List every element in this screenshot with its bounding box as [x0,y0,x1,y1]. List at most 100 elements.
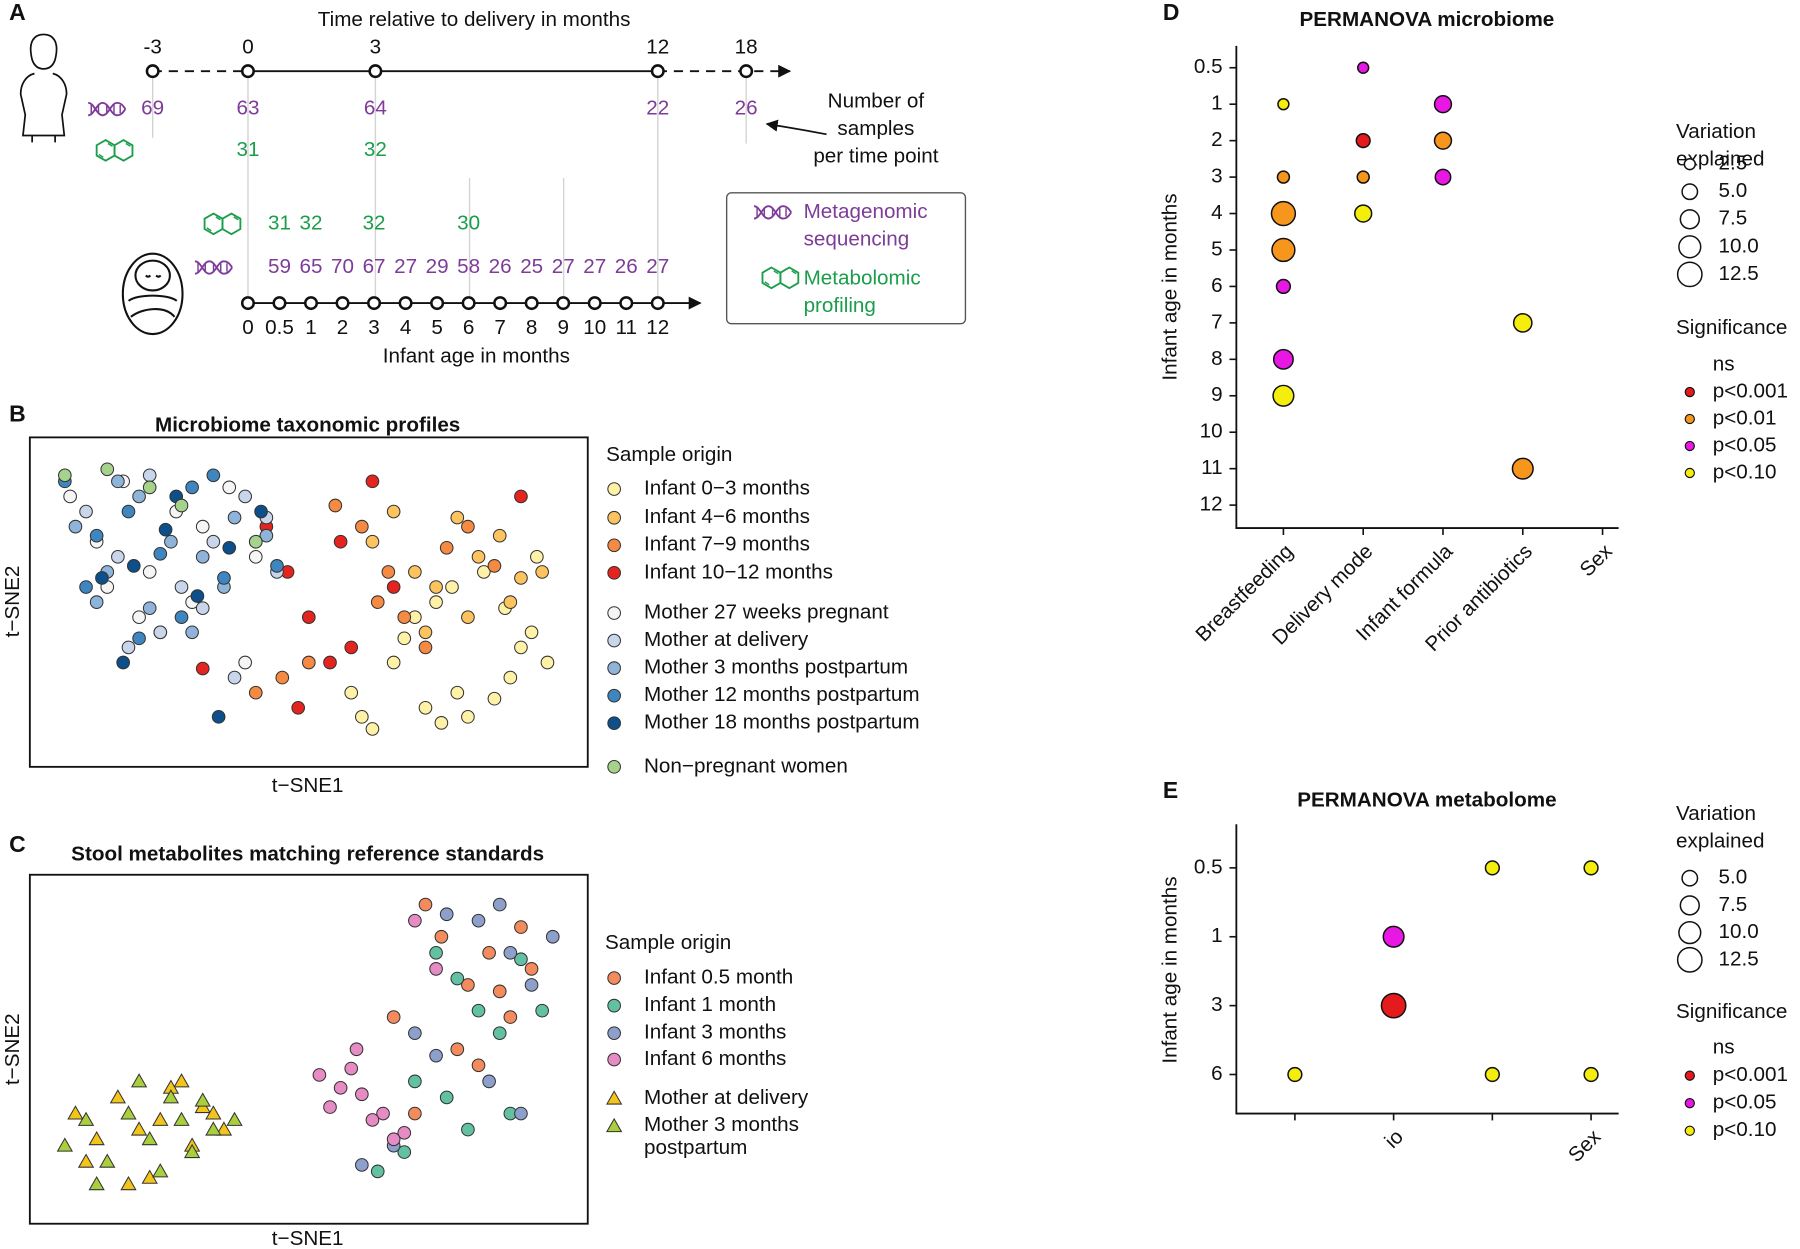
y-axis-title: t−SNE2 [1,566,24,638]
legend-marker [1684,1070,1695,1081]
sample-count: 26 [735,97,758,120]
tick-label: 5 [431,316,443,339]
data-point [524,962,539,976]
timepoint [335,296,350,311]
data-point [142,468,157,483]
bubble [1277,97,1290,111]
data-point [540,655,555,670]
legend-marker [607,1026,621,1041]
data-point [461,710,475,724]
data-point [79,504,93,519]
data-point [545,929,560,944]
data-point [226,1111,243,1126]
timepoint [650,64,665,79]
data-point [434,716,449,730]
data-point [503,1010,518,1024]
legend-size-marker [1681,183,1699,201]
y-tick-label: 9 [1211,383,1223,406]
bubble [1271,237,1296,263]
data-point [195,601,210,615]
dna-icon [87,101,127,117]
data-point [126,559,141,573]
bubble-chart: PERMANOVA microbiome Infant age in months… [1158,8,1788,656]
data-point [142,565,157,579]
sample-count: 64 [364,97,387,120]
data-point [174,498,189,513]
sample-count: 65 [300,255,323,278]
data-point [173,1073,190,1088]
plot-frame [28,436,589,768]
legend-marker [607,633,621,648]
data-point [153,546,168,561]
data-point [450,971,465,986]
sample-count: 22 [646,97,669,120]
legend-label: Mother 3 months postpartum [644,656,908,679]
data-point [471,913,486,928]
timepoint [304,296,319,311]
data-point [370,595,385,609]
panel-label: E [1163,777,1178,803]
x-tick-label: io [1380,1125,1408,1153]
y-tick-label: 3 [1211,993,1223,1016]
tick-label: 6 [463,316,475,339]
panel-label: C [9,831,26,857]
bubble [1583,1066,1599,1083]
data-point [450,1042,465,1057]
legend-marker [607,760,621,774]
data-point [349,1042,364,1057]
data-point [328,498,343,513]
data-point [461,519,475,534]
data-point [355,1087,369,1102]
chart-title: Stool metabolites matching reference sta… [71,843,544,866]
data-point [355,710,369,724]
data-point [370,1164,385,1179]
timepoint [587,296,602,311]
data-point [206,534,221,549]
data-point [365,534,380,549]
data-point [386,580,401,594]
axis-line [1235,824,1619,1115]
data-point [254,504,268,519]
chart-title: Microbiome taxonomic profiles [155,413,460,436]
sample-count: 69 [141,97,164,120]
bubble [1272,348,1294,370]
data-point [365,1113,380,1127]
data-point [162,1089,180,1104]
data-point [487,691,502,706]
data-point [238,489,252,504]
timepoint [524,296,539,311]
legend-label: profiling [804,294,876,317]
data-point [355,519,369,534]
bubble [1287,1066,1303,1083]
tick-label: -3 [143,36,161,59]
data-point [95,571,109,585]
data-point [195,549,210,564]
legend-label: ns [1713,353,1735,376]
data-point [111,549,125,564]
data-point [471,549,486,564]
y-tick-label: 3 [1211,165,1223,188]
data-point [194,1092,211,1107]
data-point [195,519,210,534]
data-point [158,522,173,537]
sample-count: 58 [457,255,480,278]
tick-label: 12 [646,36,669,59]
data-point [386,1010,401,1024]
legend-label: Infant 0−3 months [644,476,810,499]
timepoint [240,64,255,79]
sample-count: 59 [268,255,291,278]
data-point [88,1130,105,1146]
data-point [99,1153,116,1168]
data-point [153,625,168,640]
annotation: Number of [828,90,925,113]
legend-marker [607,998,621,1013]
dna-icon [752,205,793,220]
legend-label: Mother 12 months postpartum [644,683,920,706]
data-point [333,1080,348,1095]
data-point [397,1145,412,1159]
dna-icon [193,260,234,275]
data-point [524,625,539,640]
x-tick-label: Sex [1564,1125,1606,1167]
